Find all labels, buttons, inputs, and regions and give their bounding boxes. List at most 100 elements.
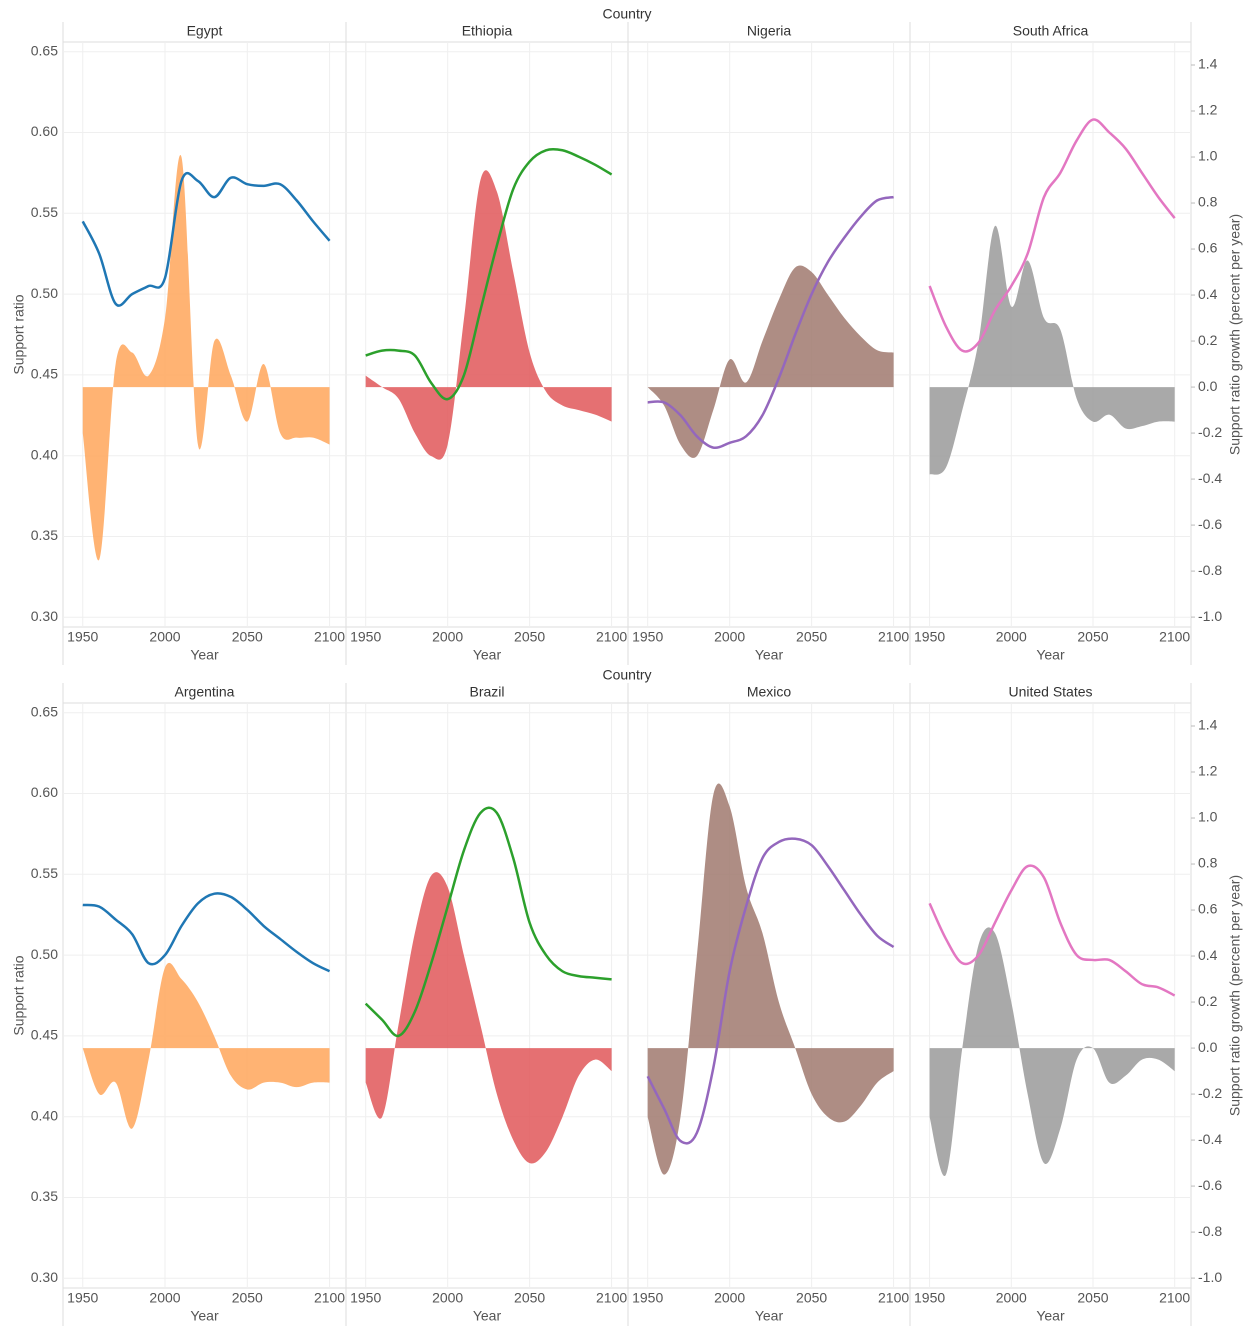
y2-tick-label: 1.0 [1198, 809, 1218, 825]
line [82, 892, 331, 973]
x-tick-label: 2100 [1159, 1290, 1190, 1306]
y2-tick-label: 0.6 [1198, 901, 1218, 917]
line [365, 147, 613, 401]
facet-title: Mexico [747, 684, 792, 700]
area [647, 783, 894, 1175]
column-header: Country [602, 6, 651, 22]
x-axis-label: Year [1036, 647, 1065, 663]
x-tick-label: 2050 [232, 629, 263, 645]
x-tick-label: 1950 [350, 1290, 381, 1306]
y2-tick-label: 0.2 [1198, 993, 1218, 1009]
line [647, 195, 894, 450]
x-tick-label: 2000 [996, 629, 1027, 645]
area [365, 872, 612, 1164]
y-tick-label: 0.35 [31, 1188, 58, 1204]
x-tick-label: 2000 [996, 1290, 1027, 1306]
x-tick-label: 1950 [914, 629, 945, 645]
x-tick-label: 1950 [632, 1290, 663, 1306]
y-tick-label: 0.45 [31, 366, 58, 382]
facet-title: South Africa [1013, 23, 1089, 39]
y2-tick-label: -0.2 [1198, 424, 1222, 440]
x-tick-label: 2050 [1077, 629, 1108, 645]
x-tick-label: 1950 [67, 629, 98, 645]
y2-tick-label: -1.0 [1198, 1269, 1222, 1285]
y-tick-label: 0.60 [31, 784, 58, 800]
y-tick-label: 0.35 [31, 527, 58, 543]
x-tick-label: 2100 [596, 629, 627, 645]
x-tick-label: 2050 [514, 629, 545, 645]
column-header: Country [602, 667, 651, 683]
x-tick-label: 2100 [314, 1290, 345, 1306]
x-tick-label: 2000 [149, 1290, 180, 1306]
x-tick-label: 1950 [67, 1290, 98, 1306]
y2-tick-label: -1.0 [1198, 608, 1222, 624]
x-tick-label: 2100 [878, 1290, 909, 1306]
area [82, 962, 330, 1129]
y-tick-label: 0.50 [31, 946, 58, 962]
y2-tick-label: -0.2 [1198, 1085, 1222, 1101]
y-tick-label: 0.30 [31, 608, 58, 624]
y-tick-label: 0.55 [31, 865, 58, 881]
facet-title: Ethiopia [462, 23, 513, 39]
area [647, 265, 894, 458]
line [364, 806, 612, 1038]
x-tick-label: 2100 [878, 629, 909, 645]
y2-tick-label: 1.2 [1198, 763, 1218, 779]
facet-title: Argentina [175, 684, 235, 700]
y2-tick-label: -0.4 [1198, 470, 1222, 486]
area [365, 170, 612, 460]
facet-title: United States [1008, 684, 1092, 700]
y2-tick-label: -0.4 [1198, 1131, 1222, 1147]
x-tick-label: 2050 [796, 629, 827, 645]
line [646, 837, 895, 1145]
x-tick-label: 2050 [796, 1290, 827, 1306]
facet-title: Brazil [469, 684, 504, 700]
y2-tick-label: 0.0 [1198, 1039, 1218, 1055]
x-tick-label: 1950 [914, 1290, 945, 1306]
y2-tick-label: 1.2 [1198, 102, 1218, 118]
x-tick-label: 2000 [714, 1290, 745, 1306]
area [82, 154, 330, 561]
y2-tick-label: 0.2 [1198, 332, 1218, 348]
x-axis-label: Year [473, 1308, 502, 1324]
x-tick-label: 1950 [632, 629, 663, 645]
y2-tick-label: 0.4 [1198, 947, 1218, 963]
y-axis-label: Support ratio [11, 955, 27, 1035]
x-axis-label: Year [190, 1308, 219, 1324]
area [929, 225, 1175, 475]
y-tick-label: 0.65 [31, 703, 58, 719]
y-tick-label: 0.30 [31, 1269, 58, 1285]
y-tick-label: 0.40 [31, 1107, 58, 1123]
x-tick-label: 2000 [432, 629, 463, 645]
x-tick-label: 2000 [149, 629, 180, 645]
y2-tick-label: -0.8 [1198, 1223, 1222, 1239]
y2-tick-label: 0.8 [1198, 855, 1218, 871]
y-tick-label: 0.55 [31, 204, 58, 220]
facet-title: Nigeria [747, 23, 792, 39]
x-tick-label: 2100 [314, 629, 345, 645]
facet-title: Egypt [187, 23, 223, 39]
y2-tick-label: 0.8 [1198, 194, 1218, 210]
y2-tick-label: 1.0 [1198, 148, 1218, 164]
y2-axis-label: Support ratio growth (percent per year) [1227, 875, 1243, 1116]
area [929, 927, 1175, 1177]
y-tick-label: 0.60 [31, 123, 58, 139]
y-axis-label: Support ratio [11, 294, 27, 374]
y2-tick-label: -0.6 [1198, 1177, 1222, 1193]
y2-tick-label: 0.4 [1198, 286, 1218, 302]
x-tick-label: 2000 [432, 1290, 463, 1306]
y2-tick-label: -0.8 [1198, 562, 1222, 578]
x-axis-label: Year [755, 647, 784, 663]
y2-tick-label: 1.4 [1198, 56, 1218, 72]
x-axis-label: Year [473, 647, 502, 663]
y2-tick-label: 0.0 [1198, 378, 1218, 394]
x-axis-label: Year [1036, 1308, 1065, 1324]
x-axis-label: Year [190, 647, 219, 663]
y2-tick-label: 1.4 [1198, 717, 1218, 733]
x-tick-label: 1950 [350, 629, 381, 645]
y2-tick-label: -0.6 [1198, 516, 1222, 532]
y-tick-label: 0.50 [31, 285, 58, 301]
x-tick-label: 2100 [596, 1290, 627, 1306]
line [928, 864, 1176, 997]
